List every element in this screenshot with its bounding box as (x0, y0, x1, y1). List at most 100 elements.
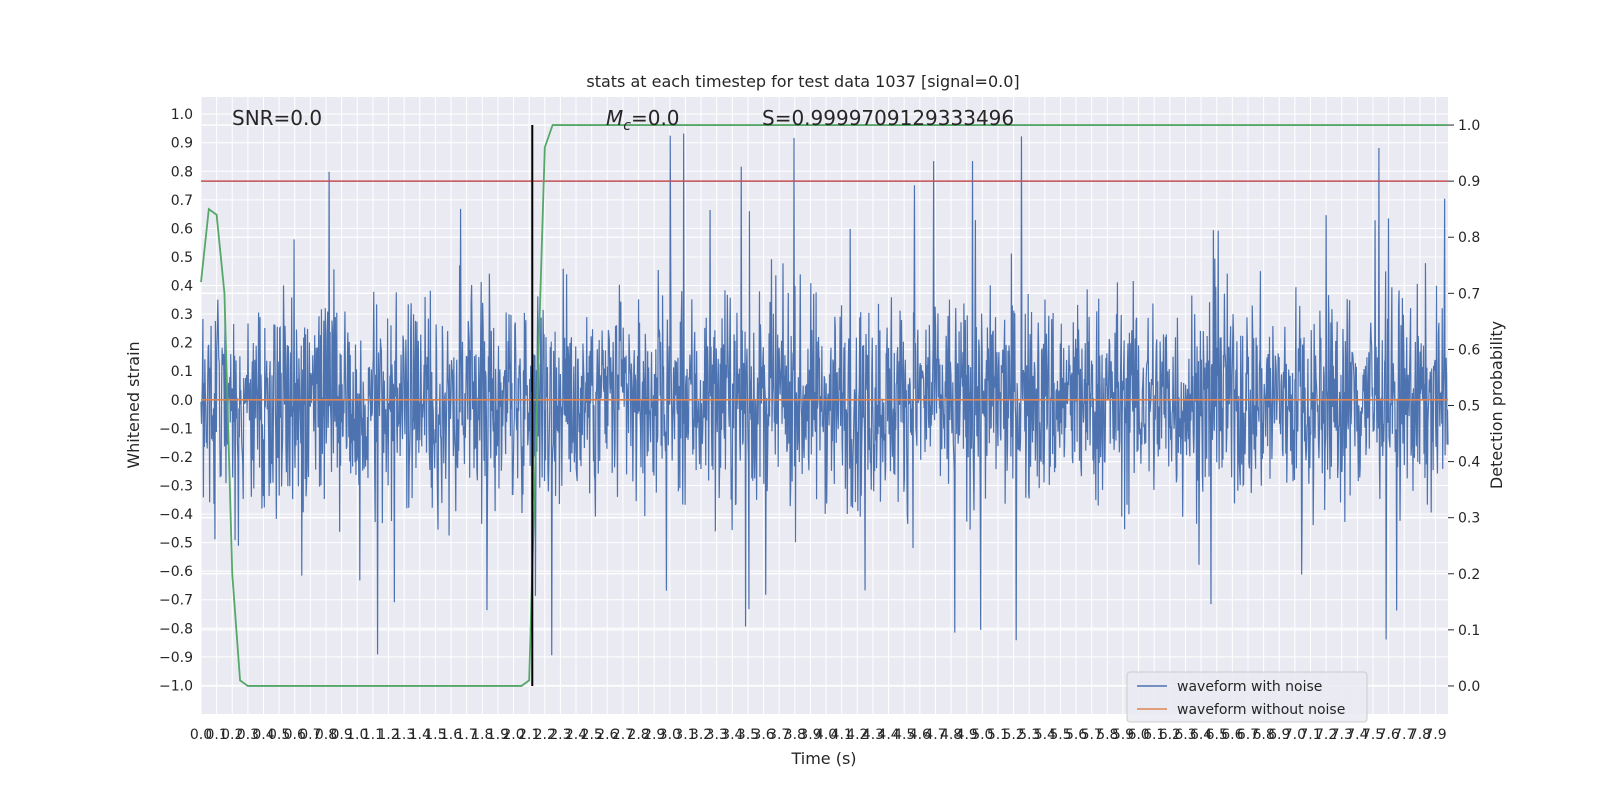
x-tick-label: 4.5 (893, 727, 915, 743)
x-tick-label: 2.2 (534, 727, 556, 743)
x-tick-label: 1.9 (487, 727, 509, 743)
x-tick-label: 0.9 (331, 727, 353, 743)
y-left-axis-label: Whitened strain (124, 341, 143, 468)
x-tick-label: 1.4 (409, 727, 431, 743)
x-tick-label: 5.4 (1034, 727, 1056, 743)
series-waveform-with-noise (200, 133, 1449, 656)
x-tick-label: 5.0 (971, 727, 993, 743)
y-left-tick-label: 0.7 (171, 193, 193, 209)
x-tick-label: 3.0 (659, 727, 681, 743)
x-tick-label: 6.2 (1159, 727, 1181, 743)
y-left-tick-label: −0.6 (159, 564, 193, 580)
x-tick-label: 0.5 (268, 727, 290, 743)
x-tick-label: 7.4 (1346, 727, 1368, 743)
y-left-tick-label: 0.1 (171, 364, 193, 380)
y-left-tick-label: 0.9 (171, 136, 193, 152)
x-tick-label: 2.0 (502, 727, 524, 743)
y-left-tick-label: −0.1 (159, 421, 193, 437)
mc-symbol: M (606, 106, 623, 130)
x-tick-label: 7.3 (1331, 727, 1353, 743)
x-tick-label: 1.1 (362, 727, 384, 743)
mc-annotation: Mc=0.0 (606, 106, 680, 134)
x-tick-label: 7.6 (1377, 727, 1399, 743)
mc-value: =0.0 (631, 106, 680, 130)
x-tick-label: 5.5 (1049, 727, 1071, 743)
x-tick-label: 3.2 (690, 727, 712, 743)
x-tick-label: 0.2 (221, 727, 243, 743)
y-left-tick-label: 0.0 (171, 393, 193, 409)
s-annotation: S=0.9999709129333496 (762, 106, 1014, 130)
x-tick-label: 7.7 (1393, 727, 1415, 743)
x-tick-label: 4.2 (846, 727, 868, 743)
y-right-tick-label: 0.4 (1458, 455, 1480, 471)
x-tick-label: 6.6 (1221, 727, 1243, 743)
snr-annotation: SNR=0.0 (232, 106, 322, 130)
x-tick-label: 7.5 (1362, 727, 1384, 743)
x-tick-label: 6.3 (1174, 727, 1196, 743)
y-left-tick-label: −0.2 (159, 450, 193, 466)
x-tick-label: 0.1 (205, 727, 227, 743)
y-right-tick-label: 0.2 (1458, 567, 1480, 583)
x-tick-label: 7.0 (1284, 727, 1306, 743)
series-detection-probability (200, 124, 1448, 687)
x-tick-label: 4.0 (815, 727, 837, 743)
y-left-tick-label: −0.7 (159, 593, 193, 609)
x-tick-label: 0.6 (284, 727, 306, 743)
y-right-tick-label: 0.6 (1458, 342, 1480, 358)
x-tick-label: 3.5 (737, 727, 759, 743)
x-axis-label: Time (s) (790, 749, 856, 768)
y-left-tick-label: 0.4 (171, 279, 193, 295)
x-tick-label: 0.4 (252, 727, 274, 743)
y-right-tick-label: 0.3 (1458, 511, 1480, 527)
x-tick-label: 0.7 (299, 727, 321, 743)
x-tick-label: 3.9 (799, 727, 821, 743)
x-tick-label: 2.9 (643, 727, 665, 743)
x-tick-label: 5.8 (1096, 727, 1118, 743)
legend: waveform with noise waveform without noi… (1126, 671, 1368, 723)
x-tick-label: 1.0 (346, 727, 368, 743)
y-left-tick-label: −0.3 (159, 478, 193, 494)
y-left-tick-label: 0.5 (171, 250, 193, 266)
x-tick-label: 3.3 (706, 727, 728, 743)
waveform-with-noise-line (200, 133, 1449, 656)
x-tick-label: 4.1 (831, 727, 853, 743)
x-tick-label: 6.4 (1190, 727, 1212, 743)
x-tick-label: 6.9 (1268, 727, 1290, 743)
x-tick-label: 4.3 (862, 727, 884, 743)
y-right-tick-label: 1.0 (1458, 118, 1480, 134)
y-right-axis-label: Detection probability (1487, 321, 1506, 489)
mc-subscript: c (623, 118, 631, 134)
x-tick-label: 2.6 (596, 727, 618, 743)
y-left-tick-label: 0.8 (171, 164, 193, 180)
x-tick-label: 4.8 (940, 727, 962, 743)
legend-label-waveform-without-noise: waveform without noise (1177, 702, 1345, 718)
x-tick-label: 4.7 (924, 727, 946, 743)
x-tick-label: 5.6 (1065, 727, 1087, 743)
x-tick-label: 7.9 (1424, 727, 1446, 743)
y-right-tick-label: 0.1 (1458, 623, 1480, 639)
x-tick-label: 3.4 (721, 727, 743, 743)
x-tick-label: 1.7 (456, 727, 478, 743)
y-right-tick-labels: 0.0 0.1 0.2 0.3 0.4 0.5 0.6 0.7 0.8 0.9 1.0 (1448, 118, 1480, 695)
x-tick-label: 3.8 (784, 727, 806, 743)
x-tick-label: 6.5 (1206, 727, 1228, 743)
x-tick-label: 6.0 (1127, 727, 1149, 743)
x-tick-label: 4.6 (909, 727, 931, 743)
x-tick-label: 0.0 (190, 727, 212, 743)
x-tick-labels: 0.00.10.20.30.40.50.60.70.80.91.01.11.21… (190, 727, 1447, 743)
annotations: SNR=0.0 Mc=0.0 S=0.9999709129333496 (232, 106, 1014, 134)
y-left-tick-label: −0.9 (159, 650, 193, 666)
x-tick-label: 3.7 (768, 727, 790, 743)
x-tick-label: 3.1 (674, 727, 696, 743)
x-tick-label: 2.5 (581, 727, 603, 743)
x-tick-label: 2.3 (549, 727, 571, 743)
x-tick-label: 1.3 (393, 727, 415, 743)
x-tick-label: 3.6 (752, 727, 774, 743)
x-tick-label: 1.8 (471, 727, 493, 743)
x-tick-label: 7.8 (1409, 727, 1431, 743)
x-tick-label: 1.6 (440, 727, 462, 743)
y-left-tick-labels: −1.0 −0.9 −0.8 −0.7 −0.6 −0.5 −0.4 −0.3 −0.2 −0.1… (159, 107, 193, 694)
x-tick-label: 2.1 (518, 727, 540, 743)
x-tick-label: 6.7 (1237, 727, 1259, 743)
